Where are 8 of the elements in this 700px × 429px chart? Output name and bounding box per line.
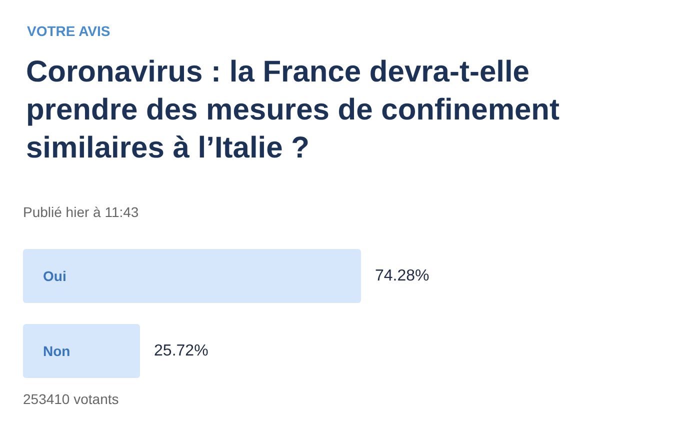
data-label: 25.72%: [154, 342, 208, 360]
chart-subtitle: VOTRE AVIS: [27, 23, 110, 39]
text: Publié hier à 11:43: [23, 204, 139, 220]
y-tick-label: Non: [43, 343, 70, 359]
data-label: 74.28%: [374, 268, 430, 284]
text: 253410 votants: [23, 391, 119, 407]
chart-title: Coronavirus : la France devra-t-elle prendre des mesures de confinement similaires à l’Italie ?: [26, 56, 568, 164]
y-tick-label: Oui: [43, 268, 66, 284]
